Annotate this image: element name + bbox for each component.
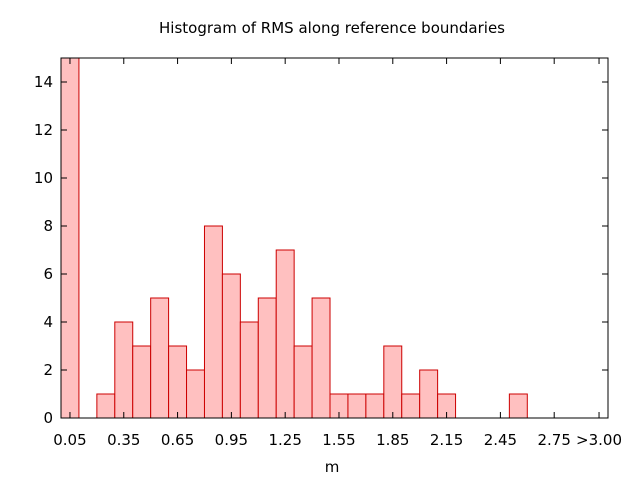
histogram-bar: [150, 297, 170, 419]
chart-title: Histogram of RMS along reference boundar…: [159, 19, 505, 37]
x-tick-label: 2.15: [430, 431, 463, 449]
histogram-bar: [114, 321, 134, 419]
y-tick-label: 6: [43, 265, 53, 283]
histogram-bar: [275, 249, 295, 419]
histogram-bar: [347, 393, 367, 419]
histogram-bar: [383, 345, 403, 419]
histogram-bar: [419, 369, 439, 419]
x-tick-label: 2.75: [537, 431, 570, 449]
histogram-bar: [311, 297, 331, 419]
histogram-bar: [239, 321, 259, 419]
bars-group: [60, 57, 528, 419]
histogram-bar: [221, 273, 241, 419]
x-tick-label: 1.25: [268, 431, 301, 449]
y-tick-label: 14: [34, 73, 53, 91]
x-tick-label: 0.05: [53, 431, 86, 449]
histogram-bar: [365, 393, 385, 419]
x-tick-label: 1.85: [376, 431, 409, 449]
x-tick-label: 2.45: [484, 431, 517, 449]
y-axis: 0 2 4 6 8 10 12 14: [34, 73, 608, 427]
x-tick-label: 1.55: [322, 431, 355, 449]
histogram-bar: [186, 369, 205, 419]
histogram-bar: [293, 345, 313, 419]
histogram-bar: [203, 225, 223, 419]
histogram-bar: [96, 393, 116, 419]
x-axis-label: m: [325, 458, 340, 476]
x-axis: 0.05 0.35 0.65 0.95 1.25 1.55 1.85 2.15 2.45 2.75…: [53, 58, 622, 449]
histogram-bar: [60, 57, 80, 419]
histogram-bar: [508, 393, 528, 419]
x-tick-label: 0.65: [161, 431, 194, 449]
histogram-bar: [132, 345, 152, 419]
x-tick-label: >3.00: [576, 431, 622, 449]
histogram-bar: [257, 297, 277, 419]
y-tick-label: 4: [43, 313, 53, 331]
y-tick-label: 2: [43, 361, 53, 379]
histogram-bar: [168, 345, 188, 419]
y-tick-label: 12: [34, 121, 53, 139]
histogram-bar: [401, 393, 421, 419]
x-tick-label: 0.35: [107, 431, 140, 449]
y-tick-label: 8: [43, 217, 53, 235]
x-tick-label: 0.95: [215, 431, 248, 449]
y-tick-label: 0: [43, 409, 53, 427]
y-tick-label: 10: [34, 169, 53, 187]
plot-frame: [60, 57, 609, 419]
